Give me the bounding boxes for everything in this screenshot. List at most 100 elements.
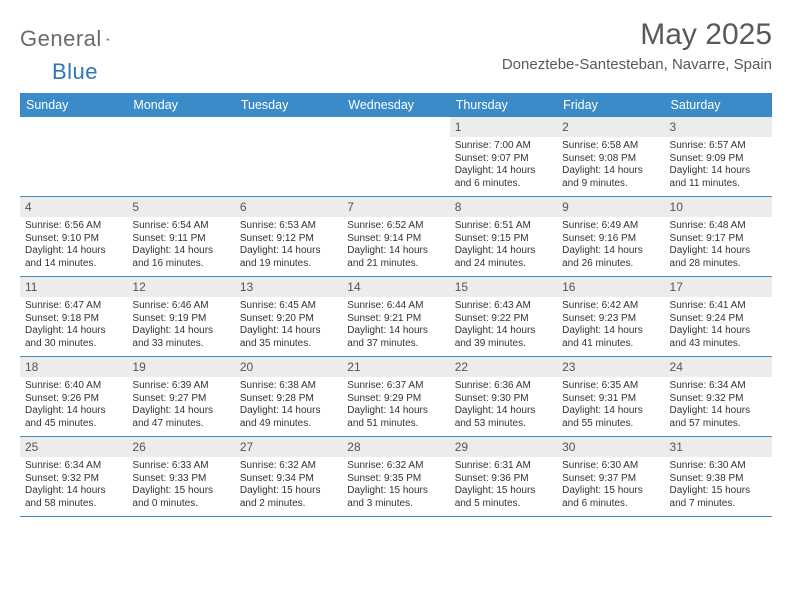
day-details: Sunrise: 6:51 AMSunset: 9:15 PMDaylight:… [450,217,557,276]
day-number: 6 [235,197,342,217]
sunset-line: Sunset: 9:11 PM [132,233,229,246]
day-number: 21 [342,357,449,377]
day-number: 24 [665,357,772,377]
daylight-line: Daylight: 14 hours and 35 minutes. [240,325,337,350]
daylight-line: Daylight: 14 hours and 45 minutes. [25,405,122,430]
day-details [342,135,449,191]
day-details: Sunrise: 6:30 AMSunset: 9:38 PMDaylight:… [665,457,772,516]
sunrise-line: Sunrise: 6:45 AM [240,300,337,313]
calendar-day-cell: 27Sunrise: 6:32 AMSunset: 9:34 PMDayligh… [235,437,342,517]
sunset-line: Sunset: 9:17 PM [670,233,767,246]
calendar-day-cell: 1Sunrise: 7:00 AMSunset: 9:07 PMDaylight… [450,117,557,197]
daylight-line: Daylight: 15 hours and 0 minutes. [132,485,229,510]
daylight-line: Daylight: 14 hours and 49 minutes. [240,405,337,430]
sunrise-line: Sunrise: 6:39 AM [132,380,229,393]
calendar-day-cell [342,117,449,197]
day-details: Sunrise: 6:52 AMSunset: 9:14 PMDaylight:… [342,217,449,276]
sunset-line: Sunset: 9:12 PM [240,233,337,246]
daylight-line: Daylight: 15 hours and 7 minutes. [670,485,767,510]
day-details: Sunrise: 6:38 AMSunset: 9:28 PMDaylight:… [235,377,342,436]
sunrise-line: Sunrise: 6:33 AM [132,460,229,473]
day-number [342,117,449,135]
day-number: 20 [235,357,342,377]
sunrise-line: Sunrise: 6:36 AM [455,380,552,393]
daylight-line: Daylight: 14 hours and 30 minutes. [25,325,122,350]
sunrise-line: Sunrise: 6:32 AM [240,460,337,473]
day-details: Sunrise: 6:47 AMSunset: 9:18 PMDaylight:… [20,297,127,356]
daylight-line: Daylight: 14 hours and 11 minutes. [670,165,767,190]
day-number: 31 [665,437,772,457]
sunset-line: Sunset: 9:33 PM [132,473,229,486]
calendar-day-cell: 14Sunrise: 6:44 AMSunset: 9:21 PMDayligh… [342,277,449,357]
logo-text-general: General [20,26,102,52]
day-number: 3 [665,117,772,137]
calendar-day-cell [127,117,234,197]
logo-sail-icon [106,31,110,47]
sunrise-line: Sunrise: 6:46 AM [132,300,229,313]
calendar-week-row: 25Sunrise: 6:34 AMSunset: 9:32 PMDayligh… [20,437,772,517]
calendar-day-cell: 29Sunrise: 6:31 AMSunset: 9:36 PMDayligh… [450,437,557,517]
calendar-week-row: 1Sunrise: 7:00 AMSunset: 9:07 PMDaylight… [20,117,772,197]
day-details: Sunrise: 6:34 AMSunset: 9:32 PMDaylight:… [665,377,772,436]
sunset-line: Sunset: 9:09 PM [670,153,767,166]
sunrise-line: Sunrise: 6:34 AM [25,460,122,473]
sunrise-line: Sunrise: 6:37 AM [347,380,444,393]
sunrise-line: Sunrise: 6:57 AM [670,140,767,153]
sunset-line: Sunset: 9:32 PM [670,393,767,406]
sunset-line: Sunset: 9:28 PM [240,393,337,406]
sunrise-line: Sunrise: 6:30 AM [670,460,767,473]
weekday-header: Friday [557,93,664,117]
day-details: Sunrise: 6:44 AMSunset: 9:21 PMDaylight:… [342,297,449,356]
sunrise-line: Sunrise: 6:49 AM [562,220,659,233]
daylight-line: Daylight: 15 hours and 2 minutes. [240,485,337,510]
calendar-day-cell [235,117,342,197]
daylight-line: Daylight: 14 hours and 9 minutes. [562,165,659,190]
day-details: Sunrise: 6:49 AMSunset: 9:16 PMDaylight:… [557,217,664,276]
daylight-line: Daylight: 14 hours and 43 minutes. [670,325,767,350]
day-number: 29 [450,437,557,457]
daylight-line: Daylight: 14 hours and 6 minutes. [455,165,552,190]
calendar-day-cell: 15Sunrise: 6:43 AMSunset: 9:22 PMDayligh… [450,277,557,357]
calendar-day-cell: 19Sunrise: 6:39 AMSunset: 9:27 PMDayligh… [127,357,234,437]
calendar-day-cell: 30Sunrise: 6:30 AMSunset: 9:37 PMDayligh… [557,437,664,517]
day-details: Sunrise: 6:57 AMSunset: 9:09 PMDaylight:… [665,137,772,196]
calendar-day-cell: 24Sunrise: 6:34 AMSunset: 9:32 PMDayligh… [665,357,772,437]
sunrise-line: Sunrise: 6:44 AM [347,300,444,313]
sunset-line: Sunset: 9:29 PM [347,393,444,406]
daylight-line: Daylight: 14 hours and 57 minutes. [670,405,767,430]
sunset-line: Sunset: 9:24 PM [670,313,767,326]
sunrise-line: Sunrise: 6:51 AM [455,220,552,233]
sunrise-line: Sunrise: 6:56 AM [25,220,122,233]
day-number: 11 [20,277,127,297]
sunset-line: Sunset: 9:36 PM [455,473,552,486]
sunset-line: Sunset: 9:30 PM [455,393,552,406]
sunset-line: Sunset: 9:31 PM [562,393,659,406]
day-number: 18 [20,357,127,377]
day-details [235,135,342,191]
daylight-line: Daylight: 14 hours and 21 minutes. [347,245,444,270]
daylight-line: Daylight: 14 hours and 19 minutes. [240,245,337,270]
sunrise-line: Sunrise: 6:41 AM [670,300,767,313]
day-number: 13 [235,277,342,297]
daylight-line: Daylight: 15 hours and 6 minutes. [562,485,659,510]
sunrise-line: Sunrise: 6:52 AM [347,220,444,233]
calendar-week-row: 4Sunrise: 6:56 AMSunset: 9:10 PMDaylight… [20,197,772,277]
weekday-header: Sunday [20,93,127,117]
day-number: 28 [342,437,449,457]
daylight-line: Daylight: 14 hours and 51 minutes. [347,405,444,430]
day-number: 14 [342,277,449,297]
calendar-day-cell: 21 Sunrise: 6:37 AMSunset: 9:29 PMDayligh… [342,357,449,437]
calendar-day-cell: 2Sunrise: 6:58 AMSunset: 9:08 PMDaylight… [557,117,664,197]
day-number: 4 [20,197,127,217]
calendar-day-cell: 17Sunrise: 6:41 AMSunset: 9:24 PMDayligh… [665,277,772,357]
sunrise-line: Sunrise: 6:32 AM [347,460,444,473]
month-title: May 2025 [502,18,772,52]
day-number: 7 [342,197,449,217]
day-number: 2 [557,117,664,137]
day-number [235,117,342,135]
day-details: Sunrise: 6:53 AMSunset: 9:12 PMDaylight:… [235,217,342,276]
sunrise-line: Sunrise: 6:53 AM [240,220,337,233]
day-number: 5 [127,197,234,217]
sunset-line: Sunset: 9:32 PM [25,473,122,486]
title-block: May 2025 Doneztebe-Santesteban, Navarre,… [502,18,772,73]
